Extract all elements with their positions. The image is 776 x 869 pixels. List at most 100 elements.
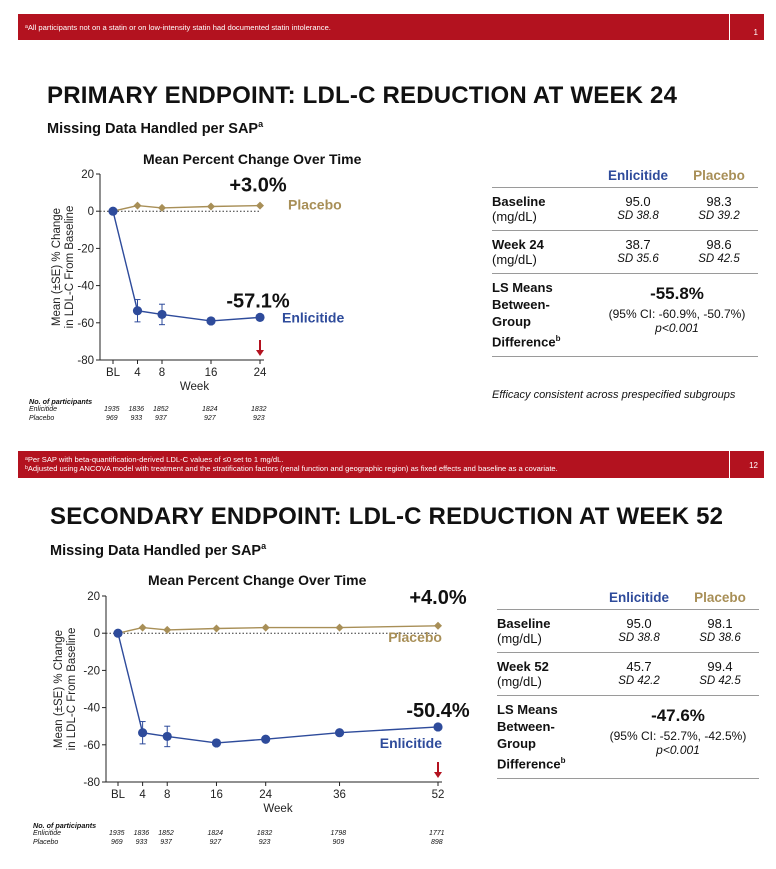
x-tick-label: 16 [205,367,218,379]
slide1-title: PRIMARY ENDPOINT: LDL-C REDUCTION AT WEE… [47,82,678,109]
slide1-results-table: Enlicitide Placebo Baseline 95.0 98.3 (m… [492,165,758,357]
slide2-participants-placebo-label: Placebo [33,839,59,846]
y-tick-label: 20 [81,169,94,181]
slide2-line-chart: 20 0 -20 -40 -60 -80 BL 4 8 16 24 36 52 Week Mean (±SE… [53,587,470,815]
placebo-point [133,201,142,210]
week-unit-2: (mg/dL) [497,673,597,696]
baseline-sd-placebo: SD 39.2 [680,208,758,231]
enlicitide-point [108,206,118,216]
baseline-label-2: Baseline [497,615,551,631]
y-tick-label: -20 [77,243,94,255]
baseline-placebo-2: 98.1 [707,615,733,631]
ls-value: -55.8% [650,283,704,303]
x-tick-label: 4 [139,789,146,801]
placebo-point [163,625,172,634]
slide2-participants: No. of participants [33,821,97,830]
baseline-sd-enlicitide-2: SD 38.8 [597,630,681,653]
baseline-sd-placebo-2: SD 38.6 [681,630,759,653]
week-sd-enlicitide: SD 35.6 [596,251,680,274]
participant-count-placebo: 927 [209,839,222,846]
ls-ci-2: (95% CI: -52.7%, -42.5%) [609,728,747,743]
participant-count-enlicitide: 1836 [128,406,145,413]
enlicitide-callout: -57.1% [226,290,290,312]
x-tick-label: BL [111,789,126,801]
placebo-point [207,202,215,211]
placebo-callout: +3.0% [229,175,286,197]
slide1-subtitle: Missing Data Handled per SAPa [47,119,264,137]
slide2-title: SECONDARY ENDPOINT: LDL-C REDUCTION AT W… [50,503,724,530]
week-sd-enlicitide-2: SD 42.2 [597,673,681,696]
enlicitide-point [211,738,222,748]
week-enlicitide-2: 45.7 [626,658,652,674]
y-tick-label: -40 [83,703,100,715]
x-tick-label: 4 [134,367,141,379]
x-tick-label: 52 [432,789,445,801]
participant-count-enlicitide: 1852 [158,830,174,837]
y-tick-label: -80 [83,777,100,789]
x-tick-label: 8 [164,789,170,801]
x-tick-label: 16 [210,789,223,801]
participant-count-enlicitide: 1832 [251,406,267,413]
ls-value-2: -47.6% [651,705,705,725]
participant-count-placebo: 923 [258,839,271,846]
slide2-chart-title: Mean Percent Change Over Time [148,572,367,588]
slide1-participants: No. of participants [29,397,93,406]
placebo-point [158,203,166,212]
enlicitide-point [206,316,216,326]
placebo-series-label: Placebo [288,197,342,213]
ls-label: LS Means Between- Group Differenceb [492,273,596,357]
participant-count-enlicitide: 1852 [153,406,169,413]
ls-p: p<0.001 [655,320,699,335]
week-label: Week 24 [492,236,544,252]
slide2-subtitle: Missing Data Handled per SAPa [50,541,267,559]
endpoint-arrow-head [256,350,264,356]
enlicitide-point [334,728,345,738]
baseline-sd-enlicitide: SD 38.8 [596,208,680,231]
enlicitide-point [255,312,265,323]
y-tick-label: 0 [94,628,100,640]
slide1-participants-enlicitide-label: Enlicitide [29,406,58,413]
participant-count-placebo: 927 [204,415,216,422]
baseline-enlicitide-2: 95.0 [626,615,652,631]
page-number-2: 12 [729,451,764,478]
page-number: 1 [729,14,764,40]
ls-ci: (95% CI: -60.9%, -50.7%) [608,306,746,321]
endpoint-arrow-head [434,772,442,778]
enlicitide-point [132,306,143,316]
participant-count-enlicitide: 1824 [207,830,224,837]
participant-count-placebo: 937 [155,415,167,422]
y-tick-label: -60 [77,318,94,330]
slide2-results-table: Enlicitide Placebo Baseline 95.0 98.1 (m… [497,587,759,779]
slide1-chart-title: Mean Percent Change Over Time [143,151,362,167]
week-label-2: Week 52 [497,658,549,674]
participant-count-enlicitide: 1832 [256,830,273,837]
participant-count-enlicitide: 1935 [104,406,120,413]
footnote-a: ᵃAll participants not on a statin or on … [25,23,331,32]
enlicitide-point [138,728,148,738]
x-axis-label: Week [263,803,292,815]
ls-label-2: LS Means Between- Group Differenceb [497,695,597,779]
week-sd-placebo-2: SD 42.5 [681,673,759,696]
slide2-participants-enlicitide-label: Enlicitide [33,830,62,837]
enlicitide-series-label: Enlicitide [380,735,442,751]
efficacy-note: Efficacy consistent across prespecified … [492,389,736,401]
y-axis-label: Mean (±SE) % Changein LDL-C From Baselin… [53,628,78,751]
week-placebo-2: 99.4 [707,658,733,674]
col-placebo: Placebo [693,168,745,184]
y-tick-label: -80 [77,355,94,367]
participant-count-enlicitide: 1836 [133,830,150,837]
participant-count-enlicitide: 1935 [109,830,125,837]
top-footnote-bar: ᵃAll participants not on a statin or on … [18,14,764,40]
y-tick-label: 20 [87,591,100,603]
slide1-participants-placebo-label: Placebo [29,415,55,422]
footnote-a2: ᵃPer SAP with beta-quantification-derive… [25,455,284,464]
x-tick-label: 36 [333,789,346,801]
placebo-point [335,623,344,632]
baseline-placebo: 98.3 [706,193,732,209]
middle-footnote-bar: ᵃPer SAP with beta-quantification-derive… [18,451,764,478]
enlicitide-point [261,734,271,744]
placebo-point [256,201,264,210]
placebo-series-label: Placebo [388,629,442,645]
y-axis-label: Mean (±SE) % Changein LDL-C From Baselin… [51,206,76,329]
x-tick-label: 24 [259,789,272,801]
